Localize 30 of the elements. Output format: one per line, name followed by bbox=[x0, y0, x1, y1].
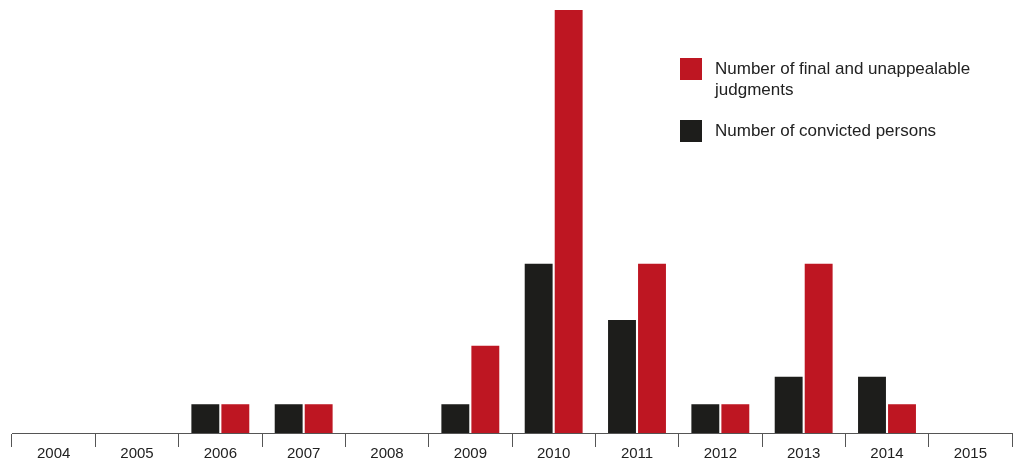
x-tick-label: 2005 bbox=[120, 444, 154, 462]
bar bbox=[304, 404, 333, 433]
bar bbox=[721, 404, 750, 433]
bar bbox=[858, 376, 886, 433]
bar bbox=[524, 263, 553, 433]
bar bbox=[274, 404, 303, 433]
bar bbox=[471, 345, 500, 433]
x-tick-label: 2010 bbox=[536, 444, 571, 462]
bar bbox=[191, 404, 220, 433]
bar bbox=[608, 320, 636, 433]
bar bbox=[774, 376, 803, 433]
x-tick-label: 2015 bbox=[953, 444, 988, 462]
legend-label: Number of final and unappealable judgments bbox=[715, 58, 972, 100]
x-tick-label: 2008 bbox=[370, 444, 404, 462]
x-tick-label: 2014 bbox=[870, 444, 904, 462]
bar bbox=[804, 263, 833, 433]
bar bbox=[221, 404, 250, 433]
x-tick-label: 2004 bbox=[36, 444, 71, 462]
x-tick-label: 2009 bbox=[453, 444, 488, 462]
bar bbox=[888, 404, 916, 433]
bar bbox=[638, 263, 666, 433]
x-tick-label: 2006 bbox=[203, 444, 238, 462]
x-tick-label: 2013 bbox=[786, 444, 821, 462]
bar bbox=[691, 404, 720, 433]
bar bbox=[554, 10, 583, 433]
x-tick-label: 2012 bbox=[703, 444, 738, 462]
legend-label: Number of convicted persons bbox=[715, 120, 938, 141]
x-tick-label: 2007 bbox=[286, 444, 321, 462]
x-tick-label: 2011 bbox=[620, 444, 654, 462]
bar bbox=[441, 404, 470, 433]
